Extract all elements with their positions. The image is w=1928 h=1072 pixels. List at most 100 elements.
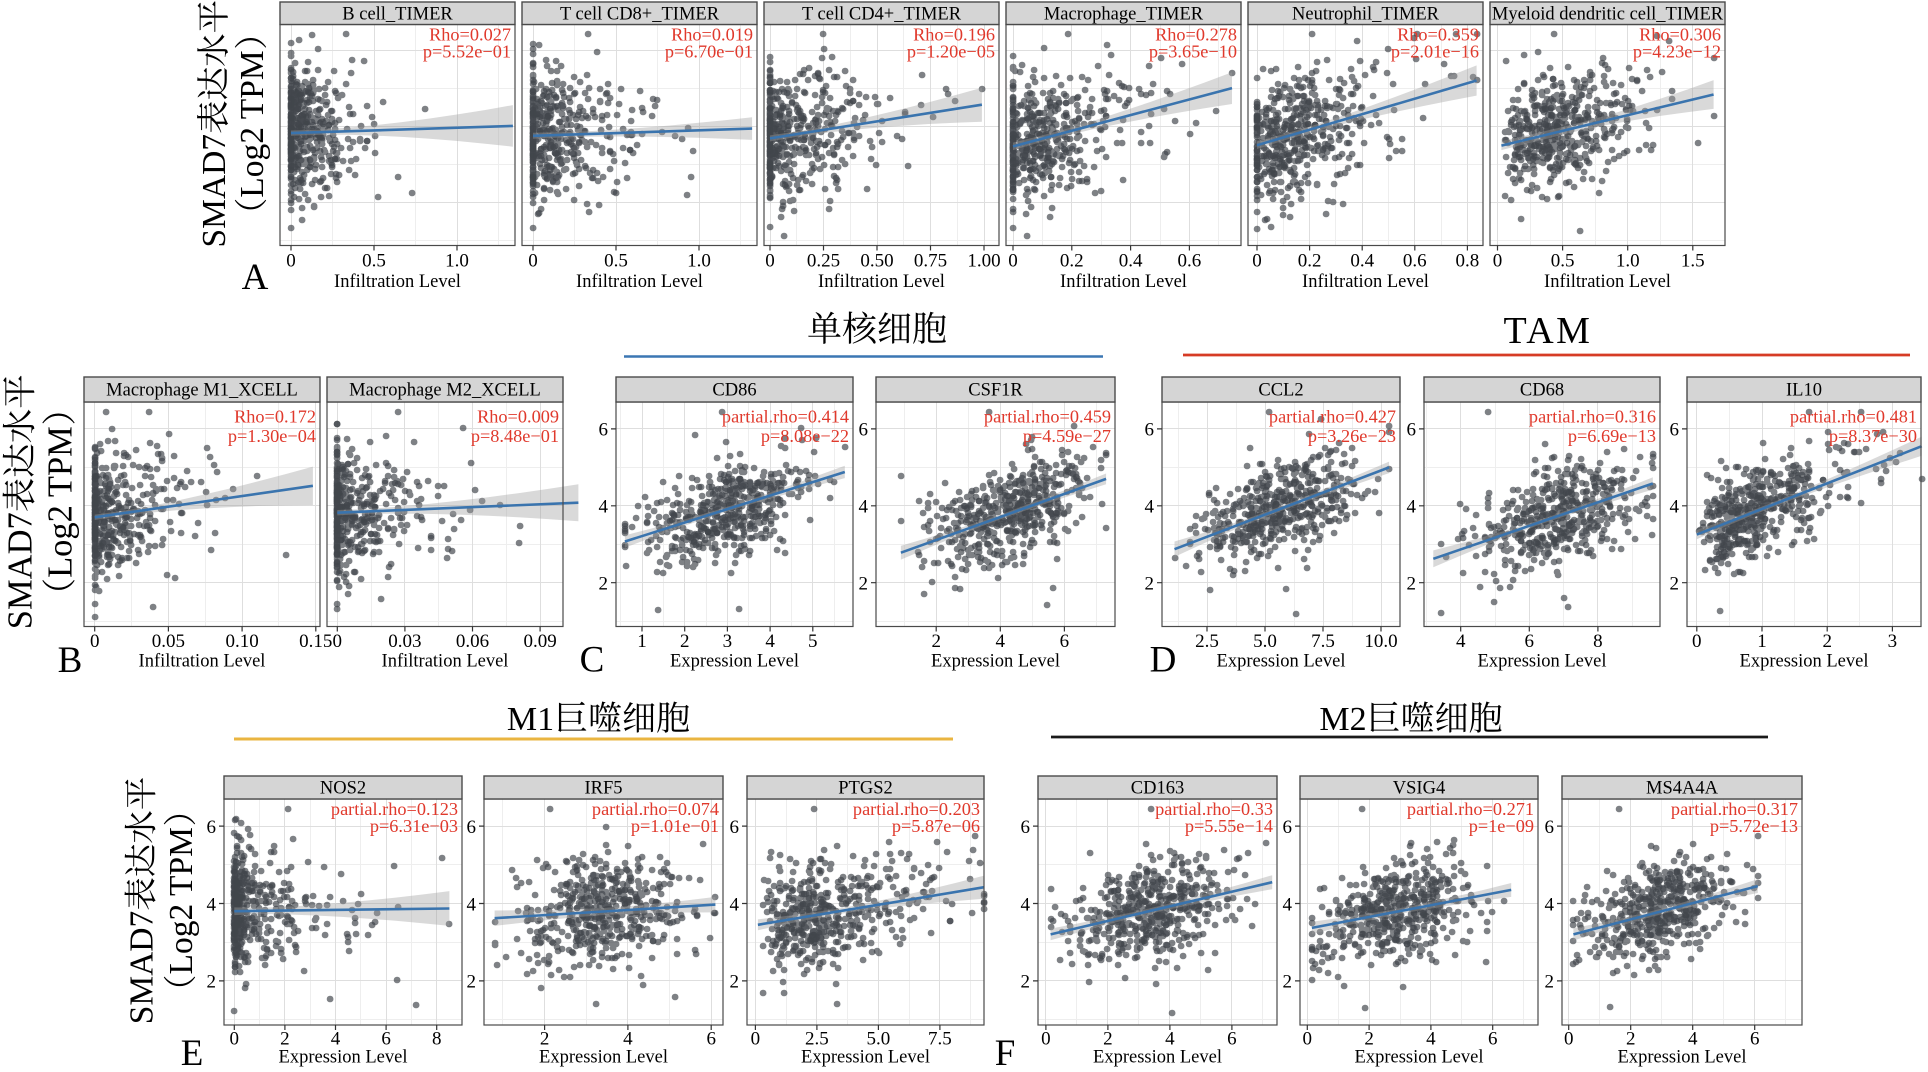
svg-text:1: 1 <box>1757 631 1767 652</box>
svg-text:IRF5: IRF5 <box>584 779 622 799</box>
svg-text:Rho=0.172: Rho=0.172 <box>234 406 316 426</box>
svg-text:6: 6 <box>1021 817 1031 838</box>
svg-text:p=5.87e−06: p=5.87e−06 <box>892 816 980 836</box>
svg-text:TAM: TAM <box>1504 310 1593 352</box>
svg-text:B: B <box>58 640 83 681</box>
svg-text:4: 4 <box>859 497 869 518</box>
svg-text:2: 2 <box>730 972 740 993</box>
svg-text:Infiltration Level: Infiltration Level <box>334 272 461 292</box>
svg-text:0: 0 <box>1564 1029 1574 1050</box>
svg-text:p=5.55e−14: p=5.55e−14 <box>1185 816 1273 836</box>
svg-text:0: 0 <box>1008 250 1018 271</box>
svg-text:3: 3 <box>1888 631 1898 652</box>
svg-text:0.4: 0.4 <box>1119 250 1143 271</box>
svg-text:MS4A4A: MS4A4A <box>1646 779 1719 799</box>
svg-text:8: 8 <box>1593 631 1603 652</box>
svg-text:Infiltration Level: Infiltration Level <box>139 652 266 672</box>
svg-text:0.2: 0.2 <box>1060 250 1084 271</box>
svg-text:Rho=0.278: Rho=0.278 <box>1155 24 1237 44</box>
svg-text:4: 4 <box>996 631 1006 652</box>
svg-text:6: 6 <box>381 1029 391 1050</box>
svg-text:Log2 TPM: Log2 TPM <box>42 426 80 578</box>
svg-text:Expression Level: Expression Level <box>931 652 1060 672</box>
svg-text:SMAD7: SMAD7 <box>2 512 40 629</box>
svg-text:7.5: 7.5 <box>1311 631 1335 652</box>
svg-text:4: 4 <box>1165 1029 1175 1050</box>
svg-text:0: 0 <box>230 1029 240 1050</box>
svg-text:0: 0 <box>1493 250 1503 271</box>
svg-text:SMAD7: SMAD7 <box>196 134 233 248</box>
svg-text:C: C <box>580 640 605 681</box>
svg-text:2: 2 <box>1103 1029 1113 1050</box>
svg-text:2: 2 <box>599 574 609 595</box>
svg-text:0.09: 0.09 <box>523 631 556 652</box>
svg-text:Expression Level: Expression Level <box>1355 1048 1484 1068</box>
svg-text:Expression Level: Expression Level <box>1740 652 1869 672</box>
svg-text:5.0: 5.0 <box>867 1029 891 1050</box>
svg-text:6: 6 <box>730 817 740 838</box>
svg-text:6: 6 <box>1227 1029 1237 1050</box>
svg-text:5.0: 5.0 <box>1253 631 1277 652</box>
svg-text:p=2.01e−16: p=2.01e−16 <box>1391 41 1479 61</box>
svg-text:0: 0 <box>1303 1029 1313 1050</box>
svg-text:5: 5 <box>808 631 818 652</box>
svg-text:Expression Level: Expression Level <box>801 1048 930 1068</box>
svg-text:Expression Level: Expression Level <box>539 1048 668 1068</box>
svg-text:0.03: 0.03 <box>388 631 421 652</box>
svg-text:partial.rho=0.414: partial.rho=0.414 <box>722 406 849 426</box>
svg-text:4: 4 <box>1670 497 1680 518</box>
svg-text:3: 3 <box>723 631 733 652</box>
svg-text:2.5: 2.5 <box>1195 631 1219 652</box>
svg-text:p=1e−09: p=1e−09 <box>1469 816 1534 836</box>
svg-text:Infiltration Level: Infiltration Level <box>1302 272 1429 292</box>
svg-text:2: 2 <box>280 1029 290 1050</box>
svg-text:p=8.08e−22: p=8.08e−22 <box>761 426 849 446</box>
svg-text:Infiltration Level: Infiltration Level <box>576 272 703 292</box>
svg-text:4: 4 <box>1456 631 1466 652</box>
svg-text:0: 0 <box>1692 631 1702 652</box>
svg-text:0.6: 0.6 <box>1178 250 1202 271</box>
svg-text:8: 8 <box>432 1029 442 1050</box>
svg-text:1.0: 1.0 <box>445 250 469 271</box>
svg-text:6: 6 <box>1407 420 1417 441</box>
svg-text:Expression Level: Expression Level <box>1618 1048 1747 1068</box>
svg-text:p=8.37e−30: p=8.37e−30 <box>1829 426 1917 446</box>
svg-text:p=6.31e−03: p=6.31e−03 <box>370 816 458 836</box>
svg-text:Expression Level: Expression Level <box>1093 1048 1222 1068</box>
svg-text:Expression Level: Expression Level <box>1217 652 1346 672</box>
svg-text:4: 4 <box>623 1029 633 1050</box>
svg-text:6: 6 <box>859 420 869 441</box>
svg-text:4: 4 <box>467 894 477 915</box>
svg-text:partial.rho=0.123: partial.rho=0.123 <box>331 799 458 819</box>
svg-text:6: 6 <box>1670 420 1680 441</box>
svg-text:p=6.69e−13: p=6.69e−13 <box>1568 426 1656 446</box>
svg-text:4: 4 <box>1426 1029 1436 1050</box>
svg-text:SMAD7: SMAD7 <box>124 911 161 1025</box>
svg-text:partial.rho=0.203: partial.rho=0.203 <box>853 799 980 819</box>
svg-text:NOS2: NOS2 <box>320 779 366 799</box>
svg-text:0.75: 0.75 <box>914 250 947 271</box>
svg-text:6: 6 <box>1750 1029 1760 1050</box>
svg-text:2: 2 <box>1145 574 1155 595</box>
svg-text:0.5: 0.5 <box>362 250 386 271</box>
svg-text:partial.rho=0.271: partial.rho=0.271 <box>1407 799 1534 819</box>
svg-text:4: 4 <box>1283 894 1293 915</box>
svg-text:2: 2 <box>680 631 690 652</box>
svg-text:Rho=0.027: Rho=0.027 <box>429 24 511 44</box>
svg-text:Log2 TPM: Log2 TPM <box>234 50 271 197</box>
svg-text:Infiltration Level: Infiltration Level <box>1544 272 1671 292</box>
svg-text:2: 2 <box>1407 574 1417 595</box>
svg-text:B cell_TIMER: B cell_TIMER <box>342 4 453 24</box>
svg-text:partial.rho=0.459: partial.rho=0.459 <box>984 406 1111 426</box>
svg-text:p=1.20e−05: p=1.20e−05 <box>907 41 995 61</box>
svg-text:1.0: 1.0 <box>687 250 711 271</box>
svg-text:Rho=0.359: Rho=0.359 <box>1397 24 1479 44</box>
svg-text:6: 6 <box>207 817 217 838</box>
svg-text:partial.rho=0.074: partial.rho=0.074 <box>592 799 719 819</box>
svg-text:p=5.72e−13: p=5.72e−13 <box>1710 816 1798 836</box>
svg-text:0: 0 <box>333 631 343 652</box>
svg-text:M1: M1 <box>507 701 554 738</box>
svg-text:p=3.26e−23: p=3.26e−23 <box>1308 426 1396 446</box>
svg-text:2: 2 <box>1364 1029 1374 1050</box>
svg-text:A: A <box>242 257 269 298</box>
